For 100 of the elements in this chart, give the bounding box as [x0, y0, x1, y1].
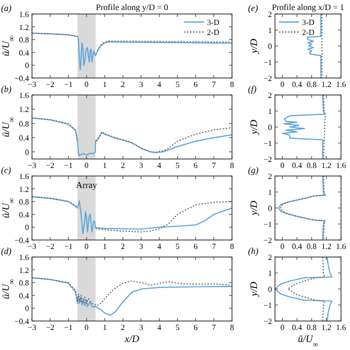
x-tick-label: 0.4 [292, 80, 302, 89]
y-tick-label: −2 [263, 236, 272, 245]
y-tick-label: 1.2 [19, 266, 29, 275]
y-tick-label: 1.6 [19, 91, 29, 100]
x-tick-label: 6 [194, 80, 198, 89]
y-tick-label: 1.6 [19, 253, 29, 262]
y-tick-label: 2 [268, 172, 272, 181]
x-tick-label: 2 [120, 161, 125, 170]
y-tick-label: 0 [25, 148, 29, 157]
y-tick-label: 0.4 [19, 48, 29, 58]
y-tick-label: −2 [263, 317, 272, 326]
x-tick-label: −2 [46, 242, 54, 251]
text: (b) [1, 84, 12, 94]
y-tick-label: −2 [263, 155, 272, 164]
x-tick-label: −3 [28, 323, 36, 332]
y-tick-label: −0.4 [14, 317, 29, 326]
text: (h) [248, 246, 258, 256]
x-tick-label: 6 [194, 323, 198, 332]
x-tick-label: 1 [102, 323, 107, 332]
y-tick-label: 1 [268, 107, 272, 116]
y-tick-label: 0.4 [19, 210, 29, 220]
line-series [32, 277, 232, 306]
text: (e) [248, 3, 258, 13]
y-tick-label: 1.6 [19, 10, 29, 19]
x-tick-label: 1.2 [321, 161, 332, 170]
y-tick-label: 0 [268, 285, 272, 294]
y-tick-label: 0 [268, 204, 272, 213]
x-tick-label: 0.8 [306, 323, 317, 332]
y-tick-label: 0 [268, 123, 272, 132]
x-tick-label: 6 [194, 161, 198, 170]
x-tick-label: 0.8 [306, 242, 317, 251]
x-tick-label: 0.4 [292, 323, 302, 332]
x-tick-label: 0 [280, 242, 284, 251]
y-tick-label: 0 [268, 42, 272, 51]
x-tick-label: 1.6 [336, 161, 346, 170]
x-tick-label: 1.2 [321, 323, 332, 332]
y-axis-title: y/D [249, 38, 260, 54]
y-tick-label: 1 [268, 188, 272, 197]
x-tick-label: 3 [139, 161, 144, 170]
x-tick-label: −3 [28, 161, 36, 170]
text: (g) [248, 165, 258, 175]
y-tick-label: −0.4 [14, 236, 29, 245]
y-axis-title: y/D [249, 281, 260, 298]
y-tick-label: 0.4 [19, 134, 29, 143]
line-series [322, 95, 326, 159]
y-tick-label: 1 [268, 269, 272, 278]
y-tick-label: 0.4 [19, 291, 29, 300]
y-tick-label: 1.2 [19, 184, 29, 194]
x-tick-label: 1.6 [336, 242, 346, 251]
x-tick-label: 1.6 [336, 323, 346, 332]
x-tick-label: 0 [280, 80, 284, 89]
x-tick-label: −1 [64, 80, 73, 89]
chart-title: Profile along x/D = 1 [272, 2, 344, 12]
x-tick-label: 4 [157, 161, 162, 170]
x-tick-label: 3 [139, 242, 144, 251]
y-tick-label: 1.2 [19, 105, 29, 114]
x-axis-title: ū/U$_{∞}$ [298, 334, 319, 348]
x-tick-label: −2 [46, 80, 54, 89]
y-tick-label: 2 [268, 10, 272, 19]
y-tick-label: 0.8 [19, 119, 29, 128]
x-tick-label: 4 [157, 242, 162, 251]
x-tick-label: 2 [120, 80, 125, 89]
x-tick-label: 2 [120, 323, 125, 332]
x-tick-label: 0 [280, 161, 284, 170]
y-tick-label: 0 [25, 61, 29, 70]
line-series [275, 257, 332, 321]
x-tick-label: 5 [175, 242, 180, 251]
x-tick-label: 7 [212, 323, 216, 332]
x-tick-label: 0 [84, 80, 89, 89]
x-tick-label: −1 [64, 242, 73, 251]
x-tick-label: 7 [212, 161, 216, 170]
x-tick-label: −2 [46, 161, 54, 170]
legend-label: 2-D [302, 28, 315, 37]
chart-title: Profile along y/D = 0 [96, 2, 168, 12]
x-tick-label: 1.2 [321, 242, 332, 251]
y-tick-label: −2 [263, 74, 272, 83]
x-tick-label: 1 [102, 80, 107, 89]
x-tick-label: 0 [84, 161, 89, 170]
x-tick-label: 4 [157, 80, 162, 89]
x-tick-label: 8 [230, 242, 234, 251]
x-tick-label: 7 [212, 242, 216, 251]
y-tick-label: 0.8 [19, 278, 29, 288]
x-tick-label: 2 [120, 242, 125, 251]
x-tick-label: 8 [230, 161, 234, 170]
x-tick-label: 7 [212, 80, 216, 89]
x-axis-title: x/D [124, 334, 140, 345]
y-tick-label: 0 [25, 304, 29, 314]
y-tick-label: −0.4 [14, 74, 29, 83]
x-tick-label: 0.4 [292, 242, 302, 251]
y-tick-label: 2 [268, 91, 272, 100]
line-series [287, 257, 326, 321]
x-tick-label: 0 [84, 323, 89, 332]
y-tick-label: −1 [263, 58, 272, 67]
x-tick-label: 8 [230, 80, 234, 89]
x-tick-label: −3 [28, 80, 36, 89]
x-tick-label: 1 [102, 242, 107, 251]
x-tick-label: 1 [102, 161, 107, 170]
y-tick-label: 1.2 [19, 22, 29, 32]
x-tick-label: −2 [46, 323, 54, 332]
text: (f) [248, 84, 256, 94]
